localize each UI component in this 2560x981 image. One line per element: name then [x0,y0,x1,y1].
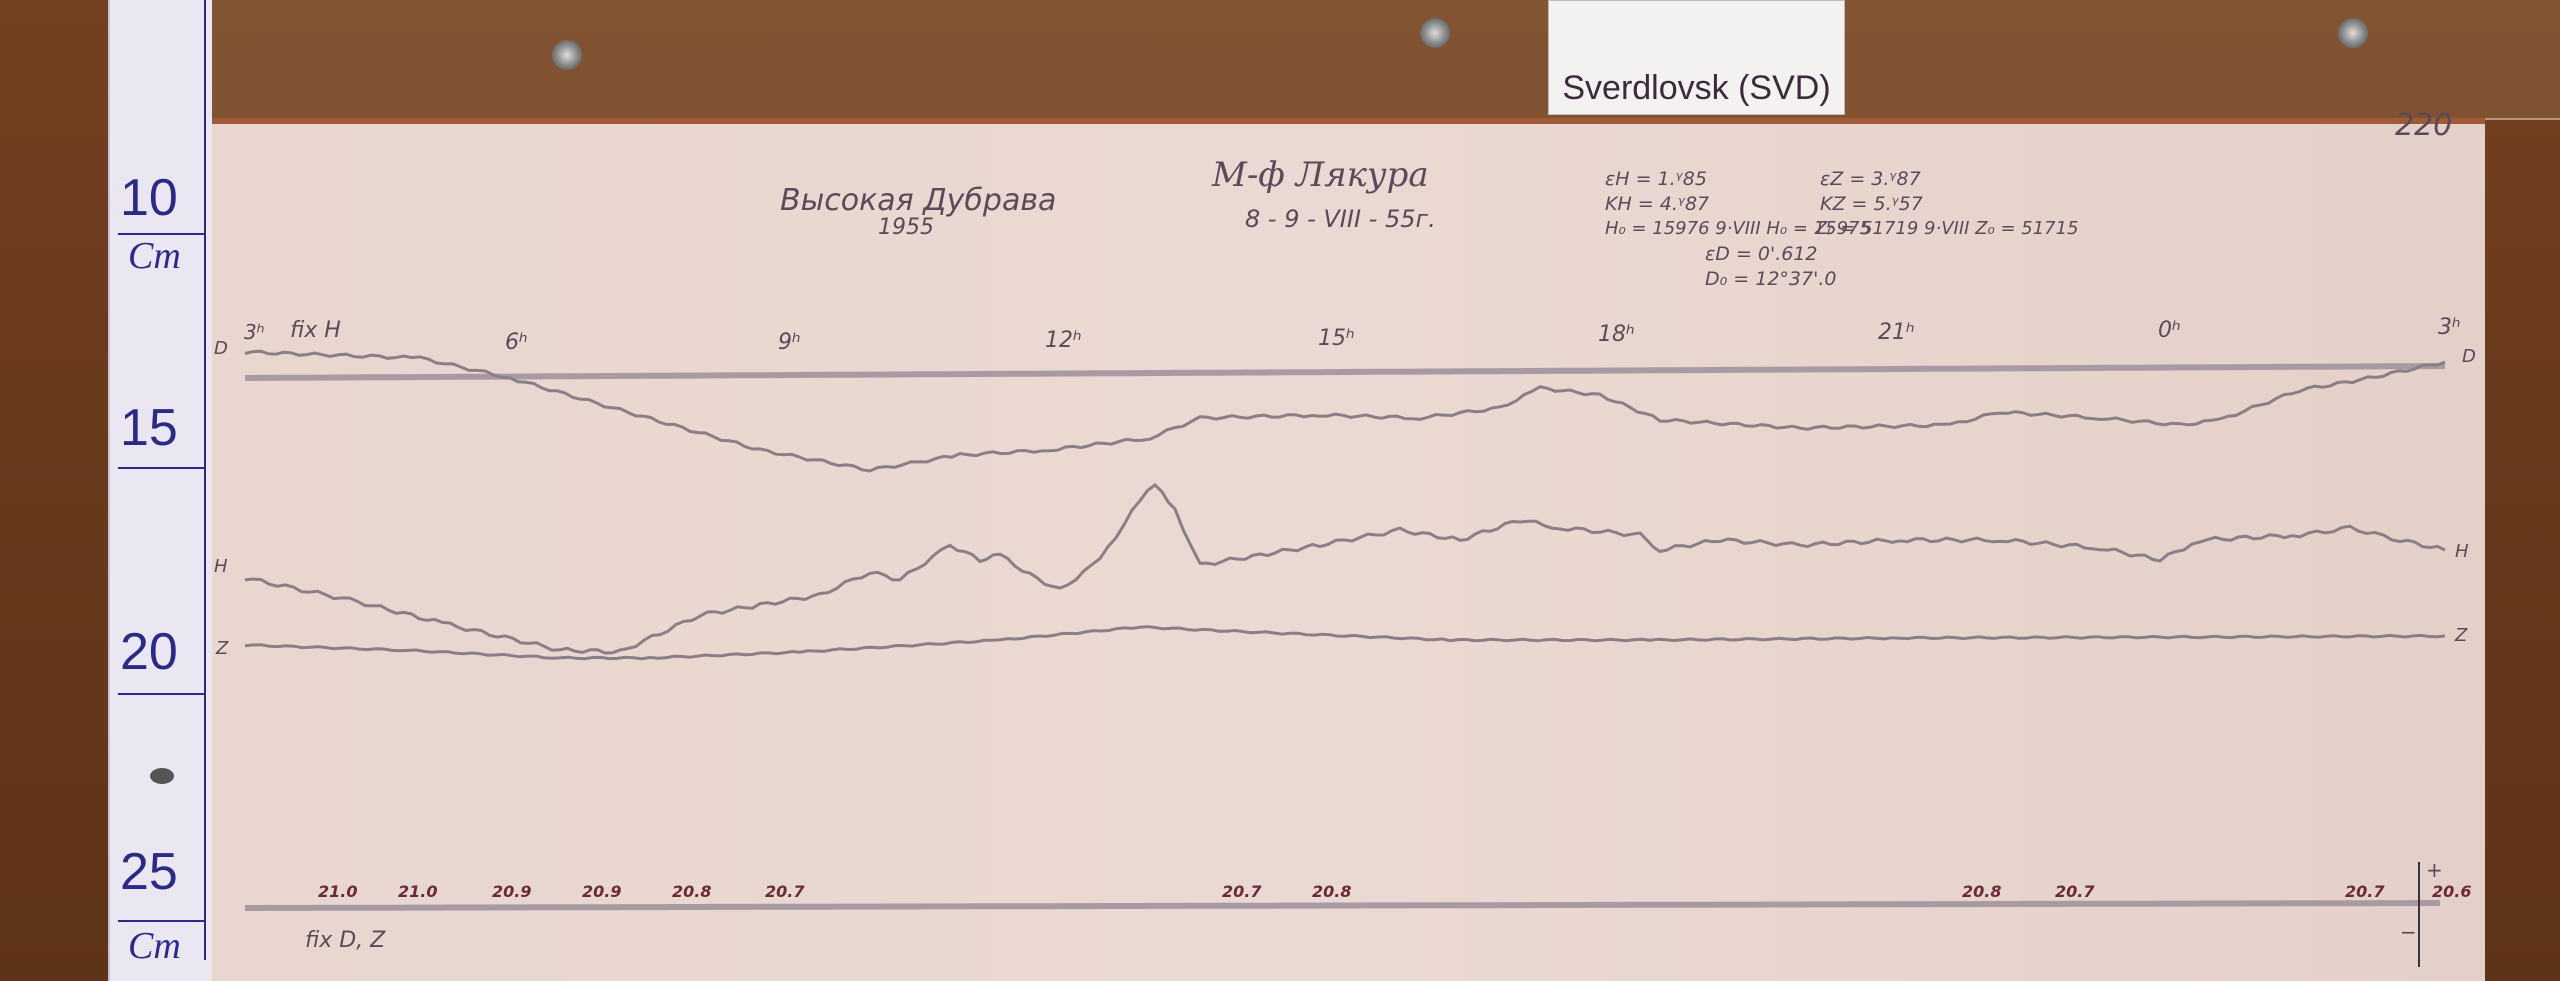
arrow-minus: − [2400,920,2417,944]
constant-eps-d: εD = 0'.612 [1705,243,1818,265]
ruler-label: Cm [128,235,181,277]
h-trace [244,483,2446,655]
temperature-label: 20.7 [2055,882,2095,901]
time-label: 3ʰ [2438,315,2461,340]
temperature-label: 20.9 [582,882,622,901]
ruler: 10 Cm 15 20 25 Cm [108,0,212,981]
time-baseline [245,363,2445,381]
temperature-label: 20.6 [2432,882,2472,901]
time-label: 12ʰ [1045,328,1082,353]
ruler-divider [118,467,204,469]
screw-icon [2338,18,2368,48]
ruler-divider [118,920,204,922]
ruler-hole [150,768,174,784]
trace-label-d-left: D [214,338,228,359]
ruler-label: 20 [120,623,178,681]
constant-eps-h: εH = 1.ᵞ85 [1605,168,1707,190]
temperature-baseline [245,900,2440,911]
top-fix-label: fix H [290,318,341,343]
trace-label-d-right: D [2462,346,2476,367]
station-card: Sverdlovsk (SVD) [1548,0,1845,115]
screw-icon [1420,18,1450,48]
trace-label-z-right: Z [2455,625,2468,646]
time-label: 21ʰ [1878,320,1915,345]
polarity-arrow [2418,862,2420,967]
bottom-fix-label: fix D, Z [305,928,386,953]
ruler-label: Cm [128,925,181,967]
year: 1955 [878,215,934,240]
screw-icon [552,40,582,70]
temperature-label: 20.9 [492,882,532,901]
ruler-divider [118,233,204,235]
time-label: 3ʰ [244,320,265,344]
temperature-label: 20.7 [765,882,805,901]
sheet-number: 220 [2395,108,2453,143]
time-label: 15ʰ [1318,326,1355,351]
time-label: 18ʰ [1598,322,1635,347]
trace-label-h-left: H [214,556,228,577]
d-trace [244,349,2446,473]
temperature-label: 21.0 [398,882,438,901]
sheet-top-edge [210,118,2485,124]
constant-k-z: KZ = 5.ᵞ57 [1820,193,1923,215]
station-name: Высокая Дубрава [780,183,1057,218]
ruler-label: 15 [120,399,178,457]
z-trace [244,625,2446,661]
time-label: 9ʰ [778,330,801,355]
constant-eps-z: εZ = 3.ᵞ87 [1820,168,1921,190]
time-label: 6ʰ [505,330,528,355]
constant-h0: H₀ = 15976 9·VIII H₀ = 15975 [1605,218,1871,239]
temperature-label: 20.7 [2345,882,2385,901]
constant-z0: Z₀ = 51719 9·VIII Z₀ = 51715 [1815,218,2079,239]
trace-label-h-right: H [2455,541,2469,562]
temperature-label: 20.8 [1962,882,2002,901]
temperature-label: 21.0 [318,882,358,901]
trace-label-z-left: Z [216,638,229,659]
arrow-plus: + [2426,858,2443,882]
ruler-label: 25 [120,843,178,901]
ruler-divider [118,693,204,695]
time-label: 0ʰ [2158,318,2181,343]
record-date: 8 - 9 - VIII - 55г. [1245,205,1436,233]
ruler-edge-line [204,0,206,960]
constant-k-h: KH = 4.ᵞ87 [1605,193,1710,215]
instrument: М-ф Лякура [1212,155,1429,195]
temperature-label: 20.7 [1222,882,1262,901]
temperature-label: 20.8 [672,882,712,901]
constant-d0: D₀ = 12°37'.0 [1705,268,1837,290]
ruler-label: 10 [120,169,178,227]
temperature-label: 20.8 [1312,882,1352,901]
station-card-text: Sverdlovsk (SVD) [1562,69,1831,107]
